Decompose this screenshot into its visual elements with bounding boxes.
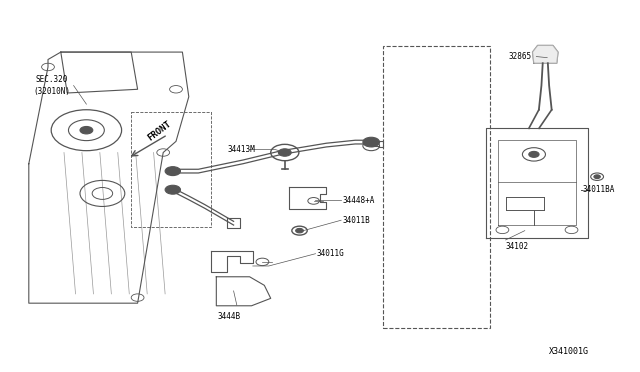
Polygon shape	[532, 45, 558, 63]
Circle shape	[529, 151, 539, 157]
Text: 32865: 32865	[509, 52, 532, 61]
Text: 34102: 34102	[506, 242, 529, 251]
Circle shape	[165, 167, 180, 176]
Text: (32010N): (32010N)	[33, 87, 70, 96]
Circle shape	[363, 137, 380, 147]
Text: 34011G: 34011G	[317, 249, 344, 258]
Circle shape	[80, 126, 93, 134]
Text: X341001G: X341001G	[549, 347, 589, 356]
Text: 34413M: 34413M	[227, 145, 255, 154]
Bar	[383, 46, 490, 328]
Circle shape	[278, 149, 291, 156]
Text: 34011BA: 34011BA	[582, 185, 615, 194]
Circle shape	[594, 175, 600, 179]
Text: SEC.320: SEC.320	[35, 76, 68, 84]
Text: FRONT: FRONT	[146, 119, 173, 142]
Text: 34448+A: 34448+A	[342, 196, 375, 205]
Circle shape	[296, 228, 303, 233]
Text: 3444B: 3444B	[218, 312, 241, 321]
Circle shape	[165, 185, 180, 194]
Text: 34011B: 34011B	[342, 216, 370, 225]
